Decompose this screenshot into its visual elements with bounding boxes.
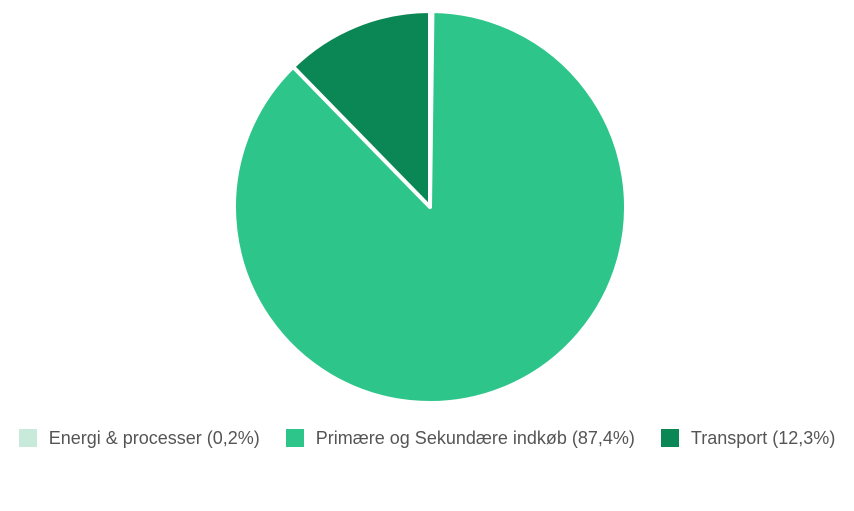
legend-swatch	[285, 429, 304, 447]
legend-label: Primære og Sekundære indkøb (87,4%)	[315, 427, 635, 448]
legend-item: Primære og Sekundære indkøb (87,4%)	[285, 424, 635, 452]
pie-area	[232, 9, 628, 405]
legend-swatch	[660, 429, 679, 447]
legend-item: Energi & processer (0,2%)	[18, 424, 260, 452]
legend-label: Energi & processer (0,2%)	[48, 427, 260, 448]
legend-swatch	[18, 429, 37, 447]
pie-slice	[291, 9, 432, 209]
legend-item: Transport (12,3%)	[660, 424, 836, 452]
legend-label: Transport (12,3%)	[690, 427, 836, 448]
legend: Energi & processer (0,2%) Primære og Seku…	[0, 424, 854, 452]
